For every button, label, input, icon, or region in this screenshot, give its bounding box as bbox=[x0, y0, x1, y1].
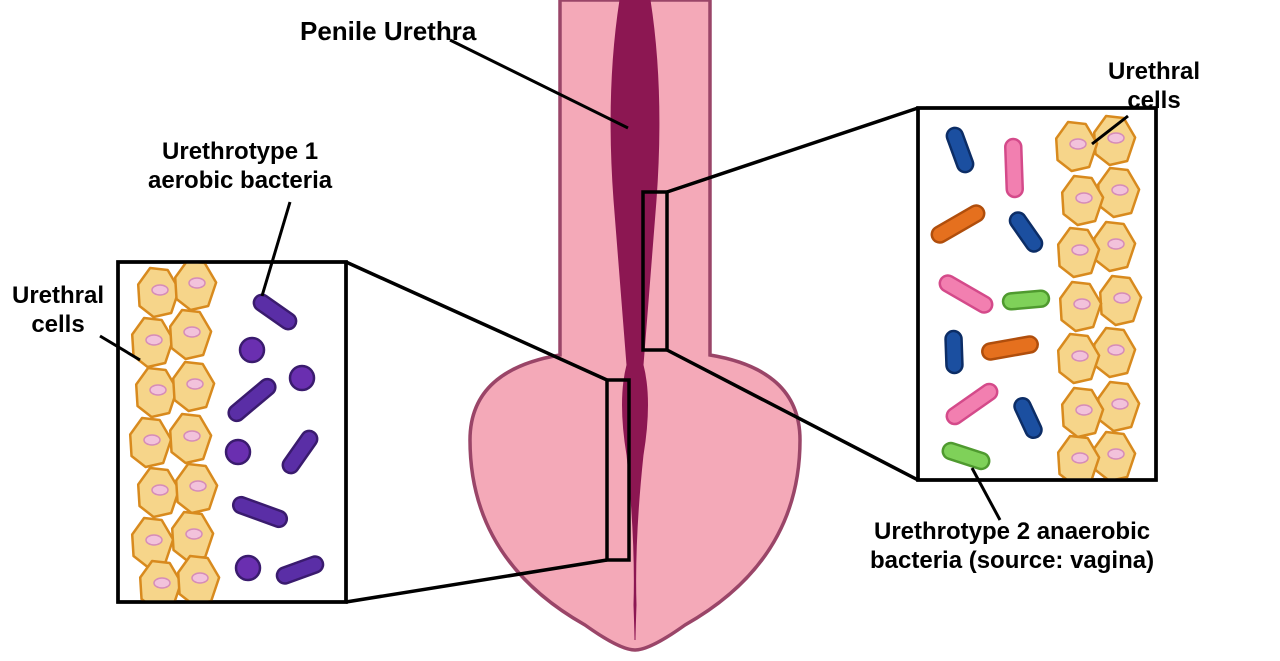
cell-nucleus bbox=[1072, 351, 1088, 361]
cell-nucleus bbox=[146, 335, 162, 345]
cell-nucleus bbox=[190, 481, 206, 491]
cell-nucleus bbox=[1076, 405, 1092, 415]
urethrotype1-coccus bbox=[226, 440, 250, 464]
left-inset-panel bbox=[118, 261, 346, 610]
cell-nucleus bbox=[1108, 239, 1124, 249]
cell-nucleus bbox=[1072, 245, 1088, 255]
urethrotype1-coccus bbox=[240, 338, 264, 362]
cell-nucleus bbox=[1108, 449, 1124, 459]
cell-nucleus bbox=[189, 278, 205, 288]
cell-nucleus bbox=[1112, 399, 1128, 409]
right-inset-panel bbox=[918, 108, 1156, 485]
cell-nucleus bbox=[184, 431, 200, 441]
cell-nucleus bbox=[1074, 299, 1090, 309]
cell-nucleus bbox=[187, 379, 203, 389]
cell-nucleus bbox=[1108, 133, 1124, 143]
cell-nucleus bbox=[1108, 345, 1124, 355]
cell-nucleus bbox=[1112, 185, 1128, 195]
urethrotype2-rod-pink bbox=[1005, 139, 1023, 198]
urethrotype2-rod-green bbox=[1002, 290, 1049, 310]
label-urethrotype-1: Urethrotype 1aerobic bacteria bbox=[148, 138, 332, 196]
urethrotype2-rod-blue bbox=[945, 331, 962, 374]
cell-nucleus bbox=[1076, 193, 1092, 203]
cell-nucleus bbox=[1114, 293, 1130, 303]
cell-nucleus bbox=[186, 529, 202, 539]
cell-nucleus bbox=[146, 535, 162, 545]
cell-nucleus bbox=[184, 327, 200, 337]
label-urethrotype-2: Urethrotype 2 anaerobicbacteria (source:… bbox=[870, 518, 1154, 576]
cell-nucleus bbox=[154, 578, 170, 588]
cell-nucleus bbox=[152, 485, 168, 495]
cell-nucleus bbox=[192, 573, 208, 583]
urethrotype1-coccus bbox=[236, 556, 260, 580]
label-urethral-cells-left: Urethralcells bbox=[12, 282, 104, 340]
cell-nucleus bbox=[150, 385, 166, 395]
cell-nucleus bbox=[1070, 139, 1086, 149]
label-urethral-cells-right: Urethralcells bbox=[1108, 58, 1200, 116]
cell-nucleus bbox=[152, 285, 168, 295]
label-penile-urethra: Penile Urethra bbox=[300, 16, 476, 47]
cell-nucleus bbox=[144, 435, 160, 445]
cell-nucleus bbox=[1072, 453, 1088, 463]
urethrotype1-coccus bbox=[290, 366, 314, 390]
penis-shape bbox=[470, 0, 800, 650]
